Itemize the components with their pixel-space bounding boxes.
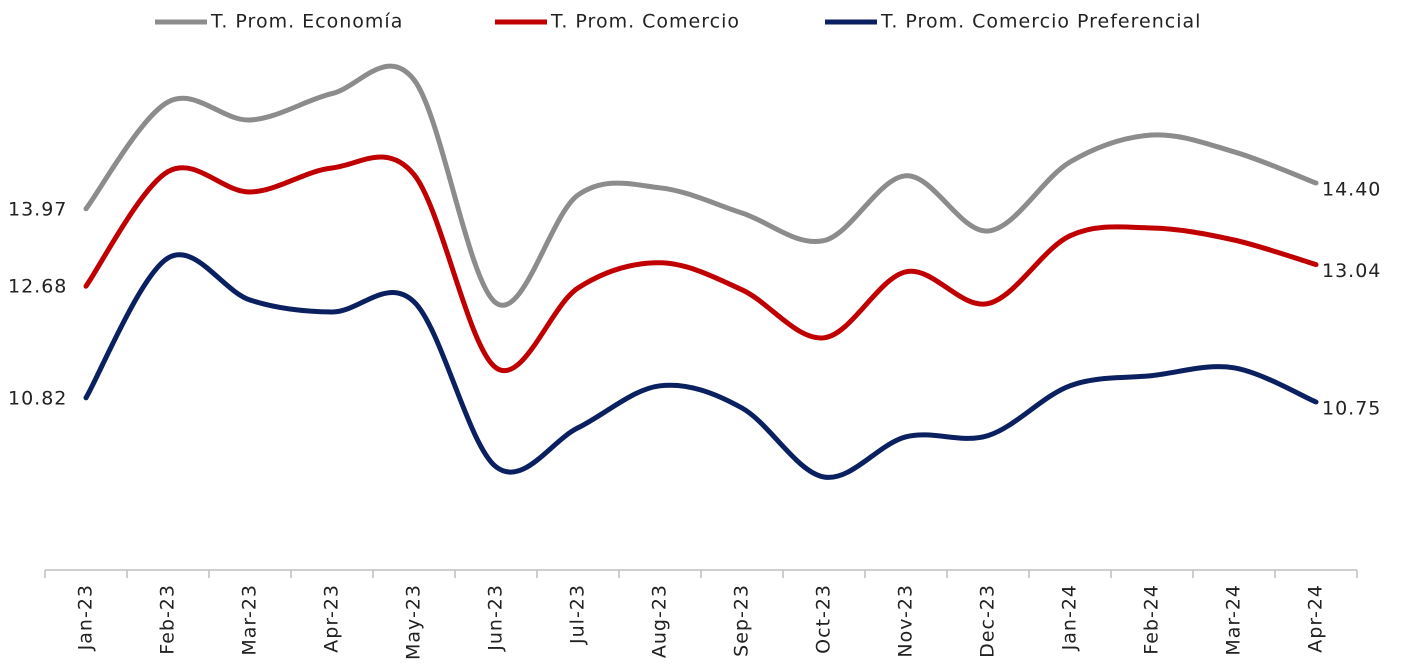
data-label: 10.75 — [1322, 398, 1381, 420]
x-tick-label: Sep-23 — [731, 584, 753, 657]
x-tick-label: Jul-23 — [567, 584, 589, 645]
x-tick-label: May-23 — [403, 584, 425, 660]
data-label: 14.40 — [1322, 179, 1381, 201]
x-tick-label: Apr-24 — [1305, 584, 1327, 653]
x-tick-label: Apr-23 — [321, 584, 343, 653]
series-line — [83, 252, 1319, 480]
x-tick-label: Jun-23 — [485, 584, 507, 652]
data-label: 13.04 — [1322, 260, 1381, 282]
data-label: 10.82 — [8, 387, 67, 409]
x-tick-label: Oct-23 — [813, 584, 835, 654]
x-tick-label: Jan-23 — [75, 584, 97, 651]
legend-label: T. Prom. Economía — [210, 11, 403, 33]
series-line — [83, 154, 1319, 373]
data-label: 13.97 — [8, 198, 67, 220]
x-tick-label: Mar-24 — [1223, 584, 1245, 656]
x-tick-label: Mar-23 — [239, 584, 261, 656]
x-tick-label: Feb-24 — [1141, 584, 1163, 655]
legend-label: T. Prom. Comercio — [550, 11, 740, 33]
x-tick-label: Aug-23 — [649, 584, 671, 658]
legend: T. Prom. Economía T. Prom. Comercio T. Pro… — [155, 11, 1201, 33]
data-label: 12.68 — [8, 276, 67, 298]
legend-label: T. Prom. Comercio Preferencial — [880, 11, 1201, 33]
x-tick-label: Nov-23 — [895, 584, 917, 658]
x-tick-label: Feb-23 — [157, 584, 179, 655]
series-line — [83, 63, 1319, 308]
x-tick-label: Jan-24 — [1059, 584, 1081, 651]
x-tick-label: Dec-23 — [977, 584, 999, 658]
